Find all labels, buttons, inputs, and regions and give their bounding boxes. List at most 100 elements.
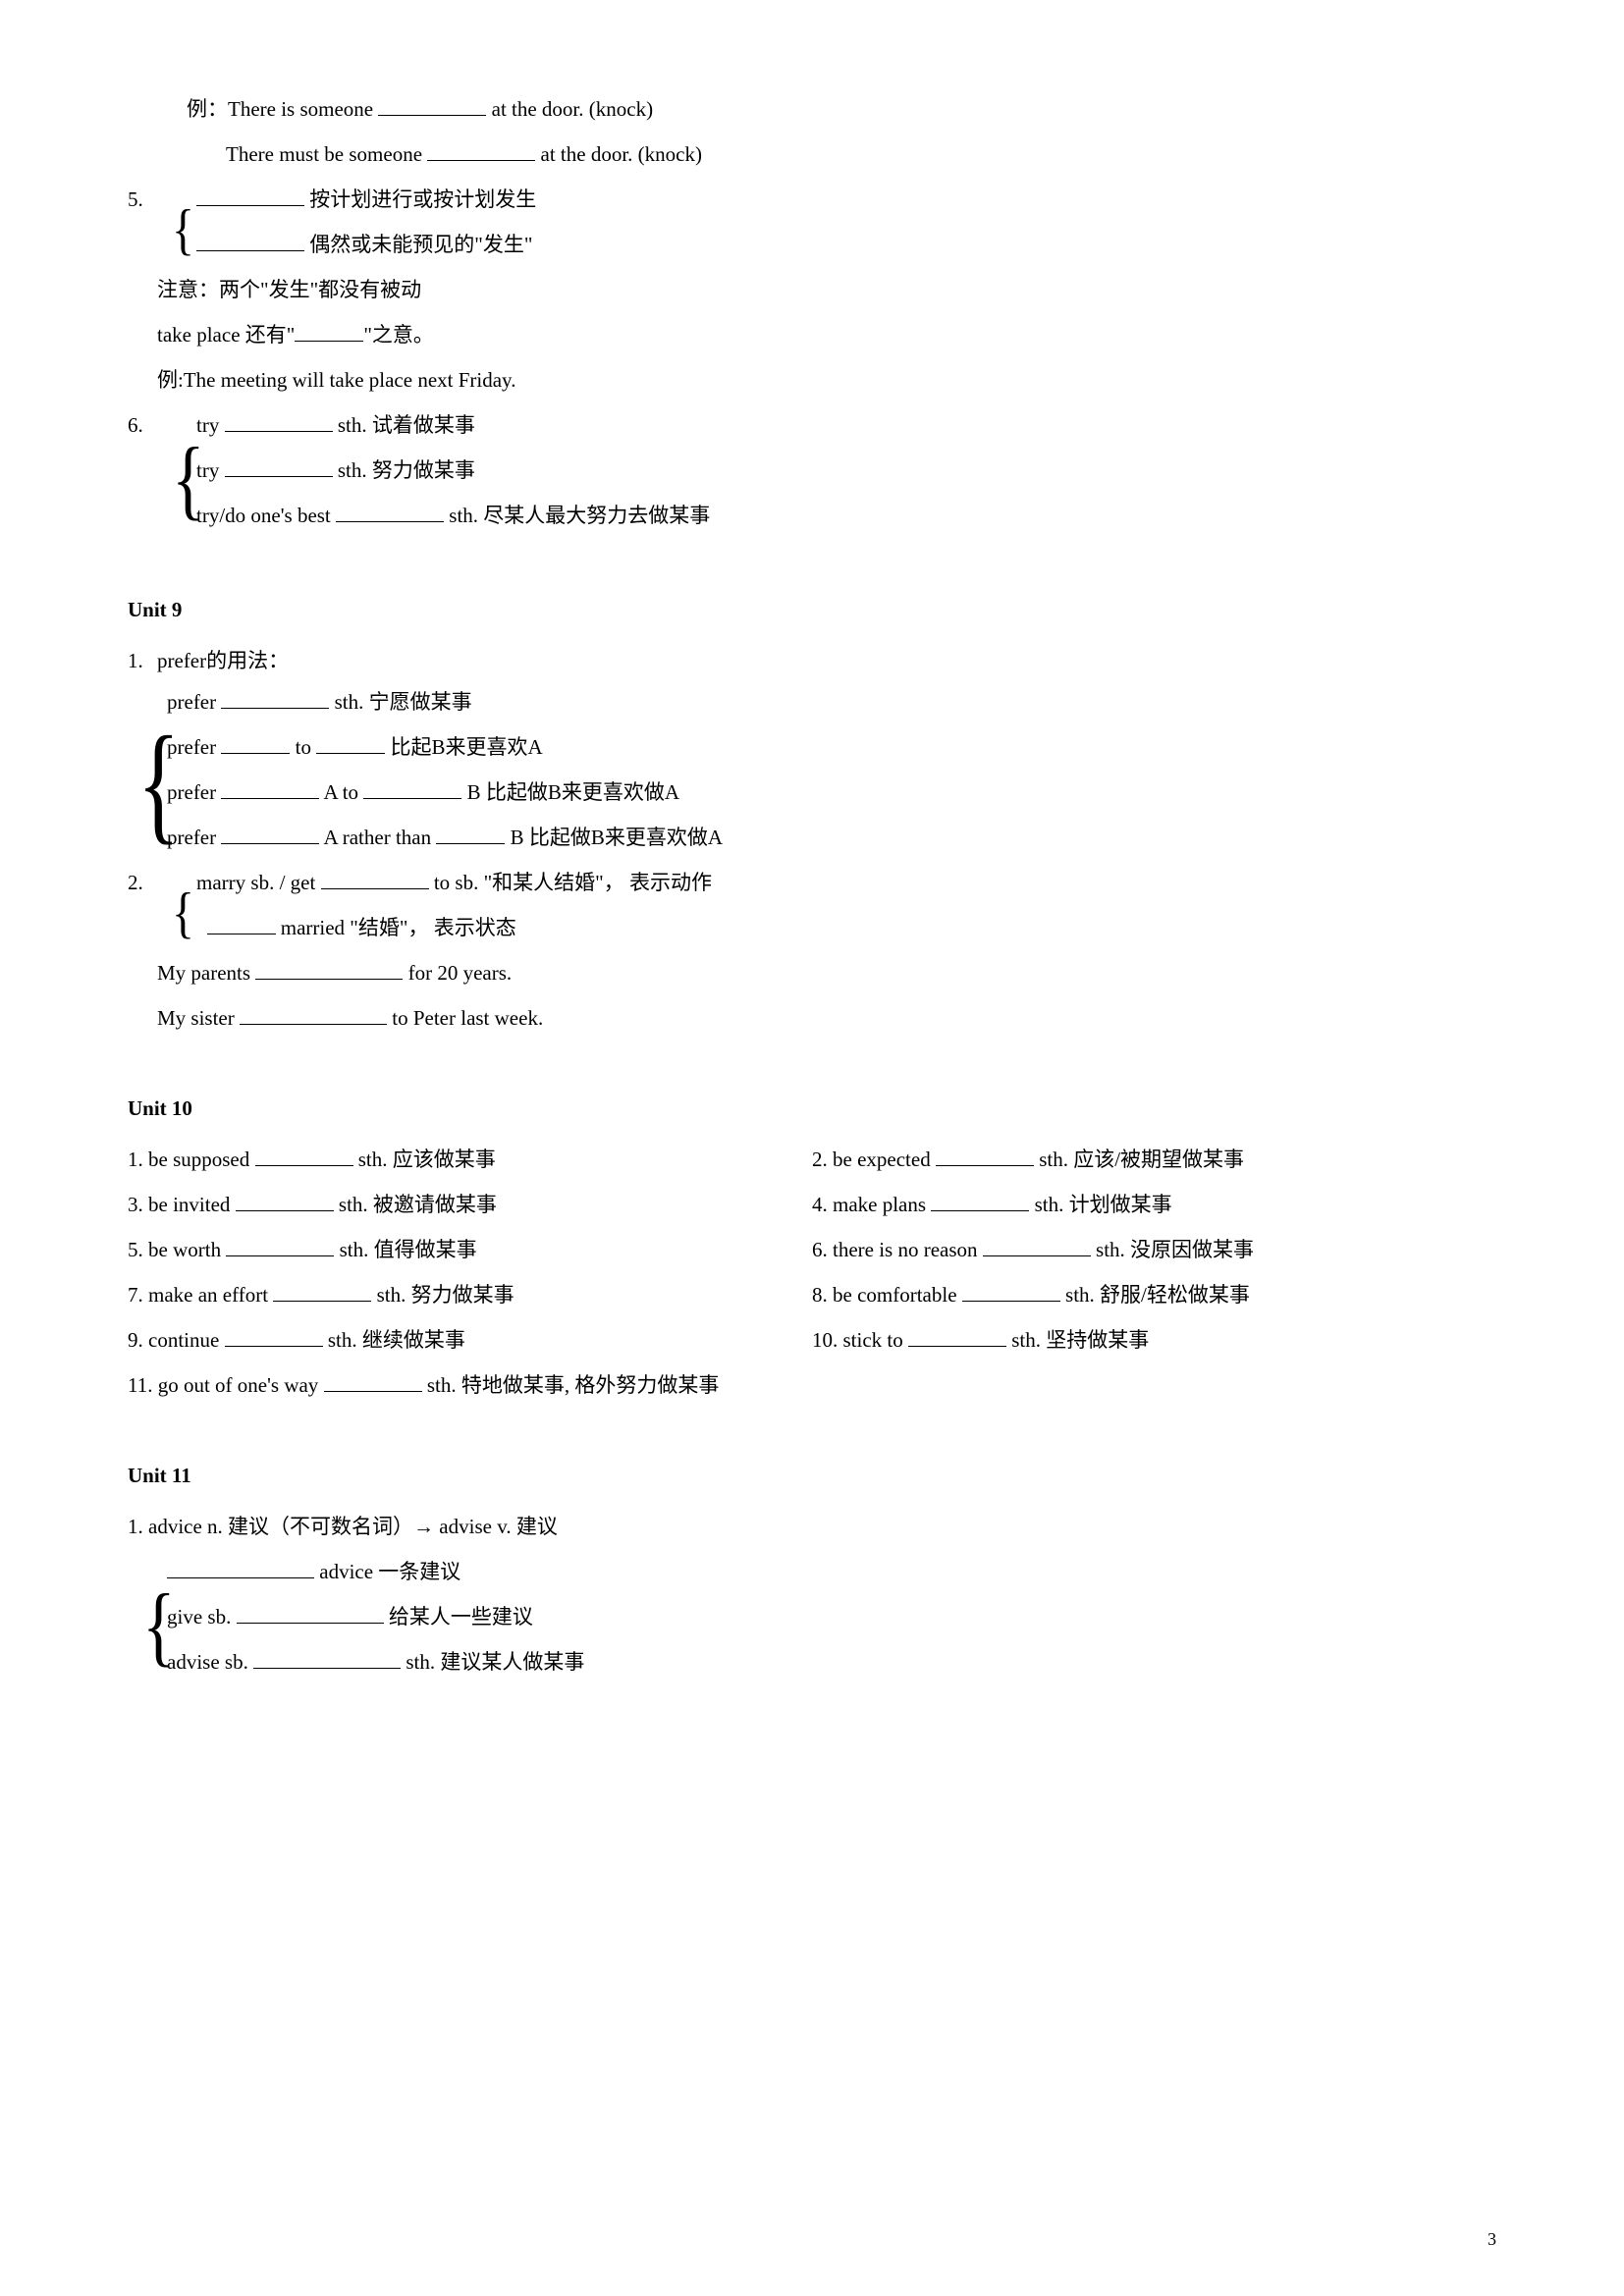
- option-line: prefer sth. 宁愿做某事: [167, 681, 1496, 722]
- example-line: 例:The meeting will take place next Frida…: [128, 359, 1496, 400]
- text: sth. 舒服/轻松做某事: [1065, 1283, 1250, 1307]
- option-line: try/do one's best sth. 尽某人最大努力去做某事: [196, 495, 1496, 536]
- fill-blank[interactable]: [336, 503, 444, 522]
- fill-blank[interactable]: [321, 870, 429, 889]
- list-item: 10. stick to sth. 坚持做某事: [812, 1319, 1496, 1361]
- fill-blank[interactable]: [436, 825, 505, 844]
- text: My sister: [157, 1006, 235, 1030]
- item-6: 6. { try sth. 试着做某事 try sth. 努力做某事 try/d…: [128, 404, 1496, 540]
- fill-blank[interactable]: [363, 779, 461, 799]
- fill-blank[interactable]: [225, 1327, 323, 1347]
- list-item: 11. go out of one's way sth. 特地做某事, 格外努力…: [128, 1364, 1496, 1406]
- text: prefer: [167, 780, 216, 804]
- list-item: 4. make plans sth. 计划做某事: [812, 1184, 1496, 1225]
- option-line: 偶然或未能预见的"发生": [196, 224, 1496, 265]
- text: for 20 years.: [408, 961, 513, 985]
- fill-blank[interactable]: [221, 734, 290, 754]
- text: advice 一条建议: [319, 1560, 460, 1583]
- text: sth. 特地做某事, 格外努力做某事: [427, 1373, 720, 1397]
- option-line: marry sb. / get to sb. "和某人结婚"， 表示动作: [196, 862, 1496, 903]
- option-line: married "结婚"， 表示状态: [196, 907, 1496, 948]
- fill-blank[interactable]: [253, 1649, 401, 1669]
- fill-blank[interactable]: [196, 232, 304, 251]
- option-line: try sth. 试着做某事: [196, 404, 1496, 446]
- list-item: 3. be invited sth. 被邀请做某事: [128, 1184, 812, 1225]
- text: 例:The meeting will take place next Frida…: [157, 368, 515, 392]
- text: 注意：两个"发生"都没有被动: [157, 278, 421, 301]
- text: 按计划进行或按计划发生: [309, 187, 536, 211]
- fill-blank[interactable]: [167, 1559, 314, 1578]
- fill-blank[interactable]: [225, 412, 333, 432]
- fill-blank[interactable]: [273, 1282, 371, 1302]
- fill-blank[interactable]: [324, 1372, 422, 1392]
- text: to sb. "和某人结婚"， 表示动作: [434, 871, 712, 894]
- list-item: 7. make an effort sth. 努力做某事: [128, 1274, 812, 1315]
- fill-blank[interactable]: [221, 825, 319, 844]
- fill-blank[interactable]: [378, 96, 486, 116]
- fill-blank[interactable]: [221, 779, 319, 799]
- example-line: 例：There is someone at the door. (knock): [128, 88, 1496, 130]
- fill-blank[interactable]: [255, 960, 403, 980]
- option-line: advise sb. sth. 建议某人做某事: [167, 1641, 1496, 1682]
- text: try/do one's best: [196, 504, 331, 527]
- item-line: 1. advice n. 建议（不可数名词）→ advise v. 建议: [128, 1506, 1496, 1547]
- text: sth. 试着做某事: [338, 413, 475, 437]
- fill-blank[interactable]: [908, 1327, 1006, 1347]
- text: try: [196, 413, 219, 437]
- list-item: 2. be expected sth. 应该/被期望做某事: [812, 1139, 1496, 1180]
- text: sth. 计划做某事: [1035, 1193, 1172, 1216]
- section-unit11: 1. advice n. 建议（不可数名词）→ advise v. 建议 { a…: [128, 1506, 1496, 1682]
- text: sth. 值得做某事: [340, 1238, 477, 1261]
- section-unit9: 1. prefer的用法： { prefer sth. 宁愿做某事 prefer…: [128, 640, 1496, 1039]
- text: 8. be comfortable: [812, 1283, 957, 1307]
- fill-blank[interactable]: [196, 187, 304, 206]
- fill-blank[interactable]: [255, 1147, 353, 1166]
- section-unit10: 1. be supposed sth. 应该做某事 2. be expected…: [128, 1139, 1496, 1406]
- option-line: 按计划进行或按计划发生: [196, 179, 1496, 220]
- text: marry sb. / get: [196, 871, 315, 894]
- option-line: try sth. 努力做某事: [196, 450, 1496, 491]
- text: A rather than: [323, 826, 431, 849]
- note-line: take place 还有""之意。: [128, 314, 1496, 355]
- unit-header: Unit 9: [128, 589, 1496, 630]
- fill-blank[interactable]: [936, 1147, 1034, 1166]
- fill-blank[interactable]: [236, 1192, 334, 1211]
- text: take place 还有": [157, 323, 295, 347]
- fill-blank[interactable]: [983, 1237, 1091, 1256]
- note-line: 注意：两个"发生"都没有被动: [128, 269, 1496, 310]
- text: give sb.: [167, 1605, 231, 1629]
- fill-blank[interactable]: [207, 915, 276, 934]
- text: at the door. (knock): [541, 142, 702, 166]
- fill-blank[interactable]: [931, 1192, 1029, 1211]
- prefer-group: { prefer sth. 宁愿做某事 prefer to 比起B来更喜欢A p…: [128, 681, 1496, 858]
- text: 5. be worth: [128, 1238, 221, 1261]
- option-line: prefer to 比起B来更喜欢A: [167, 726, 1496, 768]
- text: 11. go out of one's way: [128, 1373, 318, 1397]
- list-item: 8. be comfortable sth. 舒服/轻松做某事: [812, 1274, 1496, 1315]
- fill-blank[interactable]: [427, 141, 535, 161]
- option-line: give sb. 给某人一些建议: [167, 1596, 1496, 1637]
- text: prefer: [167, 826, 216, 849]
- fill-blank[interactable]: [221, 689, 329, 709]
- fill-blank[interactable]: [225, 457, 333, 477]
- example-line: My parents for 20 years.: [128, 952, 1496, 993]
- text: 3. be invited: [128, 1193, 230, 1216]
- text: married "结婚"， 表示状态: [281, 916, 516, 939]
- fill-blank[interactable]: [962, 1282, 1060, 1302]
- item-number: 6.: [128, 404, 157, 446]
- text: sth. 继续做某事: [328, 1328, 465, 1352]
- list-item: 6. there is no reason sth. 没原因做某事: [812, 1229, 1496, 1270]
- fill-blank[interactable]: [295, 322, 363, 342]
- fill-blank[interactable]: [316, 734, 385, 754]
- fill-blank[interactable]: [240, 1005, 387, 1025]
- text: to Peter last week.: [392, 1006, 543, 1030]
- text: 7. make an effort: [128, 1283, 268, 1307]
- item-2: 2. { marry sb. / get to sb. "和某人结婚"， 表示动…: [128, 862, 1496, 952]
- text: sth. 努力做某事: [338, 458, 475, 482]
- text: A to: [323, 780, 358, 804]
- text: sth. 应该/被期望做某事: [1039, 1148, 1244, 1171]
- text: sth. 宁愿做某事: [335, 690, 472, 714]
- fill-blank[interactable]: [226, 1237, 334, 1256]
- text: advise sb.: [167, 1650, 248, 1674]
- fill-blank[interactable]: [237, 1604, 384, 1624]
